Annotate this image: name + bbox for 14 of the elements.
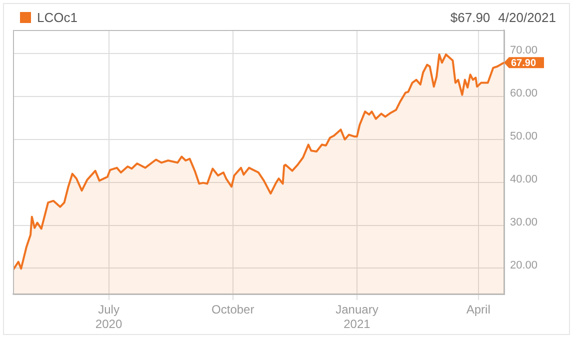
x-tick-label: July 2020 <box>95 302 122 331</box>
x-tick-label: January 2021 <box>336 302 378 331</box>
text: $67.90 <box>450 10 490 25</box>
legend-label: LCOc1 <box>37 10 78 25</box>
y-tick-label: 40.00 <box>510 173 538 186</box>
y-tick-label: 30.00 <box>510 216 538 228</box>
text: 4/20/2021 <box>498 10 556 25</box>
y-tick-label: 20.00 <box>510 259 538 272</box>
y-tick-label: 60.00 <box>510 88 538 100</box>
x-tick-label: April <box>466 302 490 317</box>
y-tick-label: 70.00 <box>510 44 538 57</box>
y-tick-label: 50.00 <box>510 130 538 142</box>
x-tick-label: October <box>212 302 254 317</box>
annotation: 67.90 <box>511 58 536 69</box>
